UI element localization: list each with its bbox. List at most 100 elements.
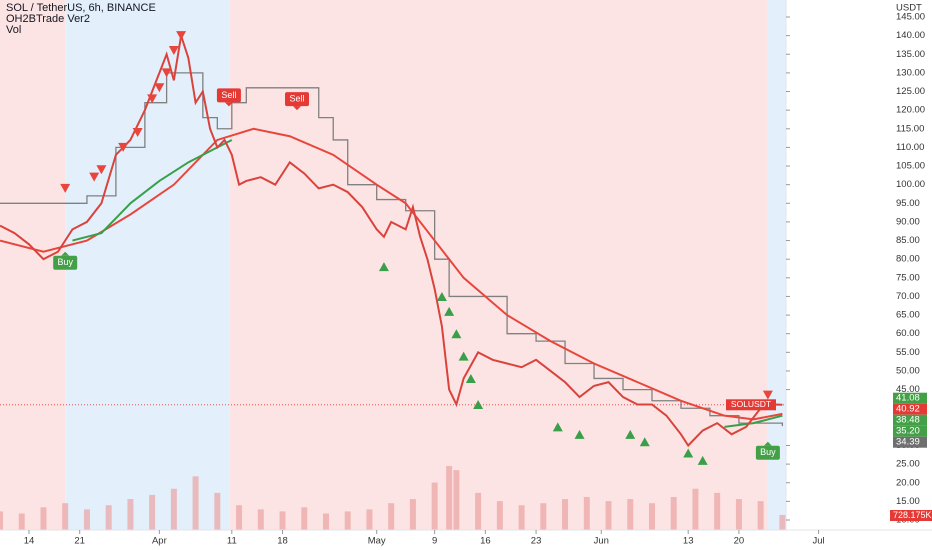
signal-label: Sell bbox=[290, 94, 305, 104]
series-line bbox=[0, 127, 783, 421]
y-tick-label: 135.00 bbox=[896, 49, 925, 60]
volume-bar bbox=[83, 509, 90, 530]
series-line bbox=[0, 35, 783, 448]
price-tag-label: 40.92 bbox=[896, 404, 920, 415]
volume-bar bbox=[366, 509, 373, 530]
x-tick-label: Jul bbox=[813, 536, 825, 547]
x-tick-label: 18 bbox=[277, 536, 288, 547]
y-tick-label: 115.00 bbox=[896, 123, 924, 134]
volume-bar bbox=[236, 505, 243, 530]
buy-arrow bbox=[639, 437, 650, 447]
volume-bar bbox=[446, 466, 453, 530]
volume-bar bbox=[627, 499, 634, 530]
y-tick-label: 55.00 bbox=[896, 347, 920, 358]
price-tag-label: 35.20 bbox=[896, 426, 920, 437]
signal-label: Buy bbox=[57, 257, 73, 267]
y-tick-label: 60.00 bbox=[896, 328, 920, 339]
sell-arrow bbox=[161, 68, 172, 78]
sell-arrow bbox=[168, 45, 179, 55]
x-tick-label: 9 bbox=[432, 536, 437, 547]
buy-arrow bbox=[444, 306, 455, 316]
sell-arrow bbox=[60, 183, 71, 193]
sell-arrow bbox=[89, 172, 100, 182]
signal-zone bbox=[767, 0, 786, 530]
volume-bar bbox=[192, 476, 199, 530]
signal-pointer bbox=[293, 106, 302, 111]
volume-bar bbox=[453, 470, 460, 530]
volume-bar bbox=[540, 503, 547, 530]
buy-arrow bbox=[574, 429, 585, 439]
volume-bar bbox=[257, 509, 264, 530]
y-tick-label: 125.00 bbox=[896, 86, 925, 97]
signal-label: Sell bbox=[221, 90, 236, 100]
sell-arrow bbox=[118, 142, 129, 152]
buy-arrow bbox=[378, 262, 389, 272]
buy-arrow bbox=[458, 351, 469, 361]
volume-bar bbox=[562, 499, 569, 530]
signal-zone bbox=[65, 0, 230, 530]
signal-label-box bbox=[53, 255, 78, 270]
x-tick-label: 21 bbox=[74, 536, 85, 547]
y-tick-label: 85.00 bbox=[896, 235, 920, 246]
y-tick-label: 110.00 bbox=[896, 142, 924, 153]
volume-bar bbox=[692, 488, 699, 530]
buy-arrow bbox=[625, 429, 636, 439]
sell-arrow bbox=[96, 165, 107, 175]
y-tick-label: 65.00 bbox=[896, 310, 920, 321]
axis-unit: USDT bbox=[896, 3, 922, 14]
volume-bar bbox=[170, 488, 177, 530]
symbol-tag bbox=[726, 399, 776, 411]
volume-bar bbox=[409, 499, 416, 530]
buy-arrow bbox=[473, 400, 484, 410]
y-tick-label: 90.00 bbox=[896, 216, 920, 227]
volume-bar bbox=[670, 496, 677, 530]
buy-arrow bbox=[465, 373, 476, 383]
y-tick-label: 45.00 bbox=[896, 384, 920, 395]
price-tag-label: 41.08 bbox=[896, 393, 920, 404]
y-tick-label: 95.00 bbox=[896, 198, 920, 209]
y-tick-label: 120.00 bbox=[896, 105, 925, 116]
x-tick-label: 23 bbox=[531, 536, 542, 547]
signal-pointer bbox=[763, 441, 772, 446]
volume-tag bbox=[890, 510, 932, 521]
chart-title: SOL / TetherUS, 6h, BINANCE bbox=[6, 2, 156, 14]
volume-tag-label: 728.175K bbox=[893, 510, 932, 520]
x-tick-label: 13 bbox=[683, 536, 694, 547]
sell-arrow bbox=[176, 31, 187, 41]
volume-bar bbox=[779, 514, 786, 530]
y-tick-label: 80.00 bbox=[896, 254, 920, 265]
volume-bar bbox=[344, 511, 351, 530]
buy-arrow bbox=[552, 422, 563, 432]
indicator-name: OH2BTrade Ver2 bbox=[6, 13, 90, 25]
signal-pointer bbox=[61, 251, 70, 256]
volume-bar bbox=[62, 503, 69, 530]
price-tag-label: 38.48 bbox=[896, 415, 920, 426]
volume-bar bbox=[0, 511, 3, 530]
signal-label-box bbox=[755, 445, 780, 460]
sell-arrow bbox=[147, 94, 158, 104]
y-tick-label: 25.00 bbox=[896, 459, 920, 470]
y-tick-label: 70.00 bbox=[896, 291, 920, 302]
price-tag bbox=[893, 436, 927, 448]
volume-bar bbox=[583, 496, 590, 530]
x-tick-label: 14 bbox=[24, 536, 35, 547]
y-tick-label: 15.00 bbox=[896, 496, 920, 507]
volume-bar bbox=[214, 492, 221, 530]
volume-bar bbox=[714, 492, 721, 530]
volume-bar bbox=[40, 507, 47, 530]
y-tick-label: 100.00 bbox=[896, 179, 925, 190]
buy-arrow bbox=[451, 329, 462, 339]
price-tag bbox=[893, 403, 927, 415]
signal-label-box bbox=[216, 88, 241, 103]
price-tag-label: 34.39 bbox=[896, 437, 920, 448]
volume-bar bbox=[149, 494, 156, 530]
signal-label: Buy bbox=[760, 447, 776, 457]
volume-bar bbox=[431, 482, 438, 530]
x-tick-label: 11 bbox=[227, 536, 237, 547]
buy-arrow bbox=[436, 291, 447, 301]
y-tick-label: 50.00 bbox=[896, 365, 920, 376]
signal-label-box bbox=[285, 92, 310, 107]
volume-bar bbox=[475, 492, 482, 530]
x-tick-label: May bbox=[368, 536, 386, 547]
